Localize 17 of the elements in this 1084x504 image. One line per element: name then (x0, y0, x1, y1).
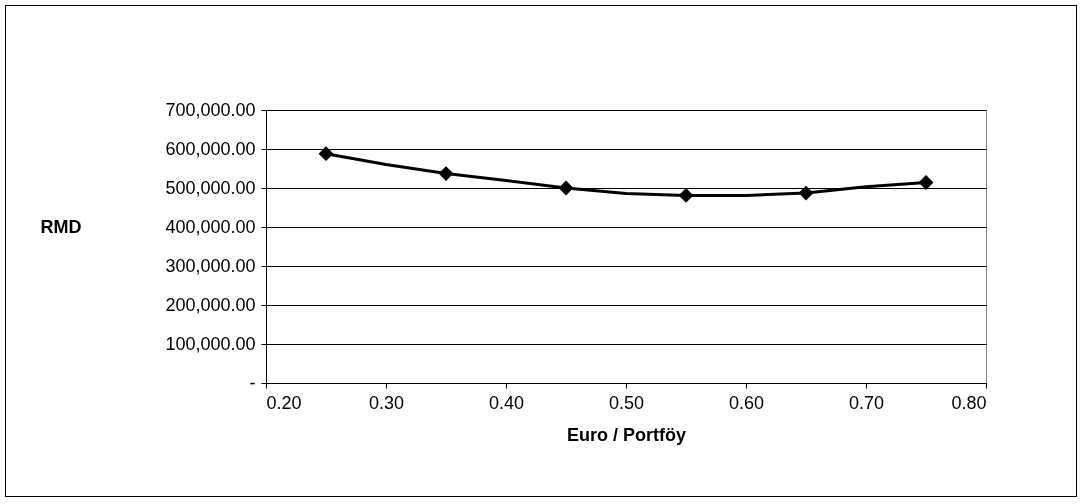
x-tick-label: 0.80 (951, 392, 987, 413)
y-axis-title: RMD (40, 216, 82, 237)
x-tick-label: 0.50 (608, 392, 645, 413)
x-tick-label: 0.20 (266, 392, 302, 413)
y-tick-label: 500,000.00 (165, 177, 256, 198)
y-tick-label: 100,000.00 (165, 333, 256, 354)
y-tick-label: 600,000.00 (165, 138, 256, 159)
x-tick-label: 0.40 (488, 392, 525, 413)
y-tick-label: 200,000.00 (165, 294, 256, 315)
y-tick-label: 700,000.00 (165, 99, 256, 120)
x-tick-label: 0.30 (368, 392, 405, 413)
x-tick-label: 0.70 (848, 392, 885, 413)
x-axis-title: Euro / Portföy (566, 424, 687, 445)
y-tick-label: 300,000.00 (165, 255, 256, 276)
y-tick-label: 400,000.00 (165, 216, 256, 237)
y-tick-label: - (249, 372, 256, 393)
x-tick-label: 0.60 (728, 392, 765, 413)
